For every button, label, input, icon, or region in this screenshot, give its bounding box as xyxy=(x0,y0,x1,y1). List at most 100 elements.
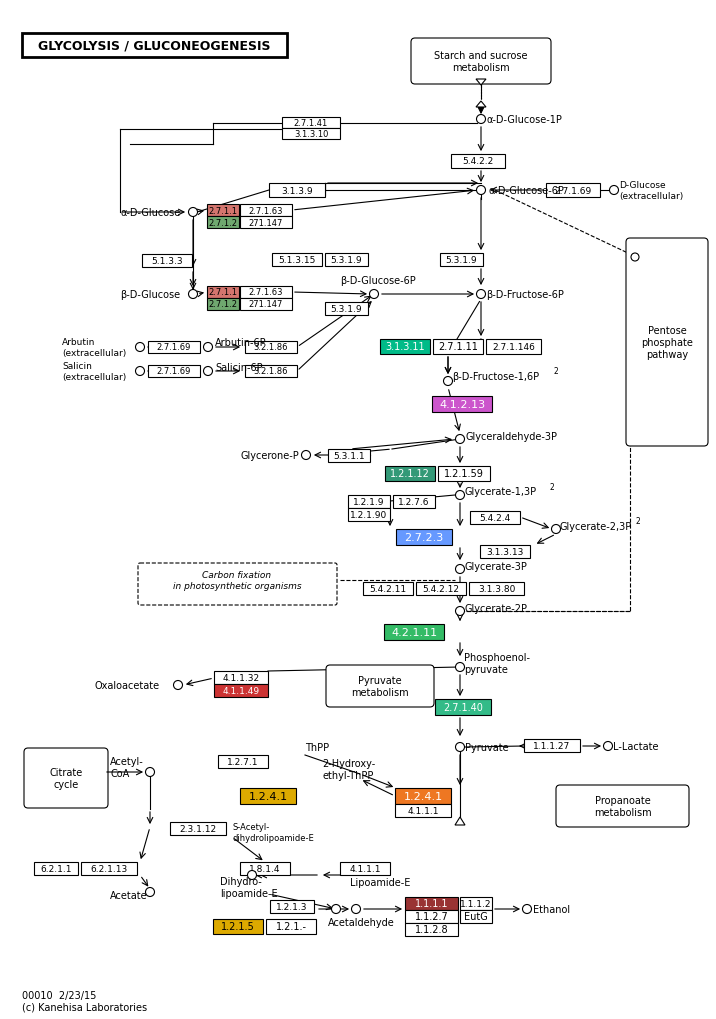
FancyBboxPatch shape xyxy=(405,897,458,910)
FancyBboxPatch shape xyxy=(245,366,297,378)
Text: Oxaloacetate: Oxaloacetate xyxy=(94,681,159,690)
Text: 3.1.3.80: 3.1.3.80 xyxy=(478,585,516,593)
Text: 2: 2 xyxy=(549,483,553,491)
Text: 2.7.1.63: 2.7.1.63 xyxy=(248,288,284,298)
Text: 2.7.1.1: 2.7.1.1 xyxy=(208,206,238,215)
Circle shape xyxy=(145,767,155,776)
Circle shape xyxy=(455,607,465,615)
FancyBboxPatch shape xyxy=(460,897,492,910)
Text: Dihydro-
lipoamide-E: Dihydro- lipoamide-E xyxy=(220,876,278,898)
Text: Acetate: Acetate xyxy=(110,891,147,900)
Circle shape xyxy=(477,290,485,300)
Text: 4.1.1.49: 4.1.1.49 xyxy=(223,687,260,695)
Circle shape xyxy=(631,254,639,262)
Text: 1.2.1.9: 1.2.1.9 xyxy=(353,497,384,506)
Text: D-Glucose
(extracellular): D-Glucose (extracellular) xyxy=(619,181,683,201)
Text: α-D-Glucose: α-D-Glucose xyxy=(120,208,180,218)
Text: 4.2.1.11: 4.2.1.11 xyxy=(391,628,437,637)
FancyBboxPatch shape xyxy=(411,39,551,85)
FancyBboxPatch shape xyxy=(438,467,490,482)
FancyBboxPatch shape xyxy=(416,583,466,595)
Text: 00010  2/23/15: 00010 2/23/15 xyxy=(22,990,97,1000)
Text: Glyceraldehyde-3P: Glyceraldehyde-3P xyxy=(465,432,557,441)
FancyBboxPatch shape xyxy=(148,366,200,378)
Text: Glycerate-2P: Glycerate-2P xyxy=(464,603,527,613)
Text: Ethanol: Ethanol xyxy=(533,904,570,914)
Text: 6.2.1.13: 6.2.1.13 xyxy=(90,864,127,873)
FancyBboxPatch shape xyxy=(270,900,314,913)
Text: 2.7.1.146: 2.7.1.146 xyxy=(492,342,535,352)
Text: 5.3.1.1: 5.3.1.1 xyxy=(333,451,365,461)
Circle shape xyxy=(455,662,465,672)
Circle shape xyxy=(248,870,256,879)
Text: GLYCOLYSIS / GLUCONEOGENESIS: GLYCOLYSIS / GLUCONEOGENESIS xyxy=(38,40,271,52)
FancyBboxPatch shape xyxy=(395,804,451,817)
Text: Propanoate
metabolism: Propanoate metabolism xyxy=(594,796,652,817)
Text: 5.4.2.11: 5.4.2.11 xyxy=(369,585,407,593)
FancyBboxPatch shape xyxy=(170,822,226,836)
Text: L-Lactate: L-Lactate xyxy=(613,741,659,751)
Circle shape xyxy=(443,377,453,386)
Text: 2.7.1.41: 2.7.1.41 xyxy=(294,119,328,127)
FancyBboxPatch shape xyxy=(393,495,435,508)
FancyBboxPatch shape xyxy=(325,254,368,267)
Text: β-D-Fructose-6P: β-D-Fructose-6P xyxy=(486,289,564,300)
Text: Acetyl-
CoA: Acetyl- CoA xyxy=(110,756,144,779)
FancyBboxPatch shape xyxy=(34,862,78,875)
Text: Arbutin-6P: Arbutin-6P xyxy=(215,337,266,347)
FancyBboxPatch shape xyxy=(340,862,390,875)
Circle shape xyxy=(135,343,145,353)
Text: 1.1.1.2: 1.1.1.2 xyxy=(460,899,492,908)
FancyBboxPatch shape xyxy=(240,286,292,299)
FancyBboxPatch shape xyxy=(435,699,491,715)
FancyBboxPatch shape xyxy=(440,254,483,267)
FancyBboxPatch shape xyxy=(240,299,292,311)
Circle shape xyxy=(455,491,465,500)
Text: 3.1.3.13: 3.1.3.13 xyxy=(486,547,523,556)
FancyBboxPatch shape xyxy=(626,238,708,446)
Text: 6.2.1.1: 6.2.1.1 xyxy=(40,864,72,873)
FancyBboxPatch shape xyxy=(328,449,370,463)
FancyBboxPatch shape xyxy=(451,155,505,169)
Text: 1.2.4.1: 1.2.4.1 xyxy=(248,791,288,801)
FancyBboxPatch shape xyxy=(470,512,520,525)
Text: 4.1.2.13: 4.1.2.13 xyxy=(439,399,485,410)
Circle shape xyxy=(523,905,531,914)
Text: Glycerate-2,3P: Glycerate-2,3P xyxy=(560,522,632,532)
FancyBboxPatch shape xyxy=(240,789,296,804)
Text: 2.7.1.2: 2.7.1.2 xyxy=(208,218,238,227)
Text: Lipoamide-E: Lipoamide-E xyxy=(350,877,410,888)
FancyBboxPatch shape xyxy=(245,341,297,354)
Polygon shape xyxy=(455,817,465,825)
Text: 2.7.1.63: 2.7.1.63 xyxy=(248,206,284,215)
FancyBboxPatch shape xyxy=(213,919,263,934)
Circle shape xyxy=(188,290,198,300)
FancyBboxPatch shape xyxy=(207,286,239,299)
FancyBboxPatch shape xyxy=(480,545,530,558)
FancyBboxPatch shape xyxy=(240,217,292,229)
Circle shape xyxy=(173,681,183,690)
Text: 1.2.1.12: 1.2.1.12 xyxy=(390,469,430,479)
Text: 2.7.1.40: 2.7.1.40 xyxy=(443,702,483,712)
FancyBboxPatch shape xyxy=(433,339,483,355)
Text: 1.2.1.3: 1.2.1.3 xyxy=(276,902,308,911)
FancyBboxPatch shape xyxy=(214,685,268,697)
FancyBboxPatch shape xyxy=(148,341,200,354)
Circle shape xyxy=(455,565,465,574)
FancyBboxPatch shape xyxy=(218,755,268,768)
Text: 4.1.1.1: 4.1.1.1 xyxy=(407,806,439,815)
Circle shape xyxy=(332,905,341,914)
FancyBboxPatch shape xyxy=(396,530,452,545)
Text: 4.1.1.1: 4.1.1.1 xyxy=(349,864,381,873)
Polygon shape xyxy=(476,102,486,108)
Circle shape xyxy=(203,367,213,376)
Text: 2.7.2.3: 2.7.2.3 xyxy=(405,533,444,542)
Text: Pentose
phosphate
pathway: Pentose phosphate pathway xyxy=(641,326,693,360)
FancyBboxPatch shape xyxy=(556,786,689,827)
Circle shape xyxy=(477,115,485,124)
Text: ThPP: ThPP xyxy=(305,742,329,752)
FancyBboxPatch shape xyxy=(486,339,541,355)
FancyBboxPatch shape xyxy=(282,118,340,128)
Text: β-D-Fructose-1,6P: β-D-Fructose-1,6P xyxy=(452,372,539,382)
Text: 3.1.3.11: 3.1.3.11 xyxy=(385,342,425,353)
